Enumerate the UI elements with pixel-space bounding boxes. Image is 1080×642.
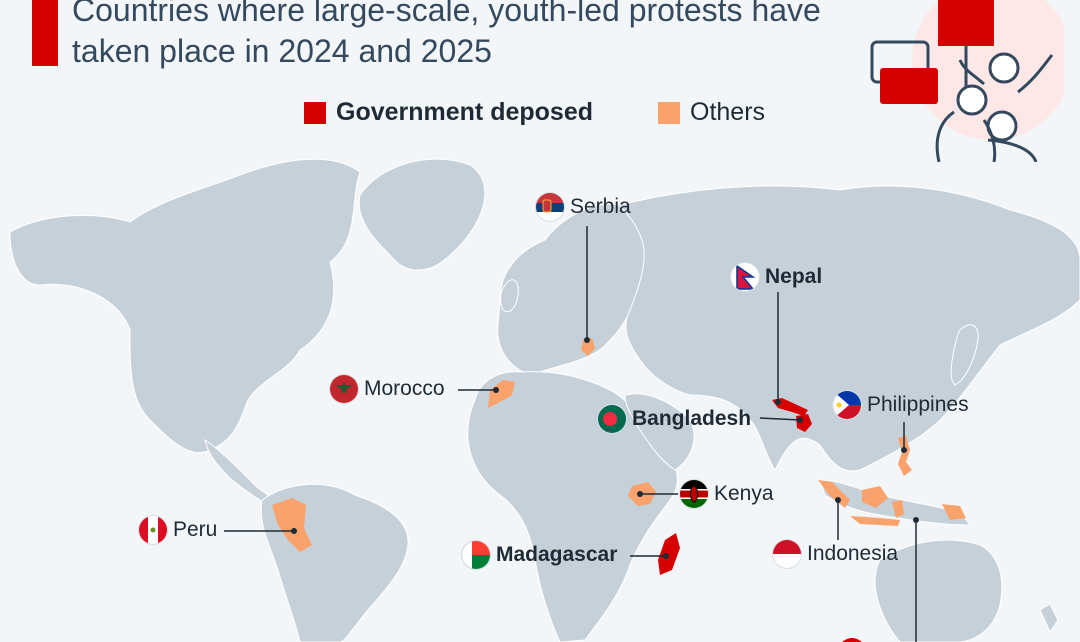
nepal-country bbox=[772, 398, 808, 416]
legend-label-others: Others bbox=[690, 98, 766, 126]
label-nepal: Nepal bbox=[731, 263, 822, 291]
nepal-flag-icon bbox=[731, 263, 759, 291]
europe-shape bbox=[497, 203, 655, 374]
greenland-shape bbox=[358, 158, 486, 271]
north-america-shape bbox=[9, 158, 361, 454]
label-bangladesh: Bangladesh bbox=[598, 405, 751, 433]
protest-crowd-icon bbox=[870, 0, 1064, 162]
asia-shape bbox=[619, 185, 1080, 472]
partial-flag-icon bbox=[842, 638, 862, 642]
label-serbia: Serbia bbox=[536, 193, 631, 221]
australia-shape bbox=[874, 539, 1003, 642]
serbia-flag-icon bbox=[536, 193, 564, 221]
uk-shape bbox=[500, 279, 519, 313]
new-zealand-shape bbox=[1039, 603, 1059, 634]
label-madagascar-text: Madagascar bbox=[496, 543, 618, 566]
label-bangladesh-text: Bangladesh bbox=[632, 407, 752, 430]
label-serbia-text: Serbia bbox=[570, 195, 631, 218]
label-peru: Peru bbox=[139, 516, 217, 544]
bangladesh-flag-icon bbox=[598, 405, 626, 433]
leader-dots bbox=[291, 337, 919, 559]
serbia-country bbox=[581, 338, 595, 356]
label-kenya-text: Kenya bbox=[714, 482, 774, 505]
label-peru-text: Peru bbox=[173, 518, 218, 541]
label-philippines-text: Philippines bbox=[867, 393, 969, 416]
label-indonesia-text: Indonesia bbox=[807, 542, 899, 565]
legend-swatch-deposed bbox=[304, 101, 326, 124]
philippines-flag-icon bbox=[833, 391, 861, 419]
morocco-flag-icon bbox=[330, 375, 358, 403]
arabia-shape bbox=[624, 393, 695, 471]
legend-label-deposed: Government deposed bbox=[336, 98, 593, 126]
leader-lines bbox=[224, 226, 917, 642]
peru-flag-icon bbox=[139, 516, 167, 544]
madagascar-flag-icon bbox=[462, 541, 490, 569]
page-title: Countries where large-scale, youth-led p… bbox=[72, 0, 821, 69]
label-philippines: Philippines bbox=[833, 391, 969, 419]
morocco-country bbox=[488, 380, 515, 408]
landmass bbox=[9, 158, 1080, 642]
bangladesh-leader bbox=[759, 417, 801, 421]
label-madagascar: Madagascar bbox=[462, 541, 617, 569]
label-morocco: Morocco bbox=[330, 375, 445, 403]
legend-item-others: Others bbox=[658, 98, 765, 127]
peru-country bbox=[272, 498, 312, 552]
label-morocco-text: Morocco bbox=[364, 377, 445, 400]
japan-shape bbox=[950, 324, 979, 386]
africa-shape bbox=[467, 371, 678, 642]
label-kenya: Kenya bbox=[680, 480, 774, 508]
indonesia-flag-icon bbox=[773, 540, 801, 568]
label-nepal-text: Nepal bbox=[765, 265, 823, 288]
kenya-flag-icon bbox=[680, 480, 708, 508]
madagascar-country bbox=[658, 533, 680, 575]
philippines-country bbox=[898, 436, 912, 476]
label-indonesia: Indonesia bbox=[773, 540, 898, 568]
legend-item-deposed: Government deposed bbox=[304, 98, 593, 127]
title-accent-bar bbox=[32, 0, 58, 66]
indonesia-country bbox=[818, 480, 966, 526]
legend-swatch-others bbox=[658, 101, 680, 124]
